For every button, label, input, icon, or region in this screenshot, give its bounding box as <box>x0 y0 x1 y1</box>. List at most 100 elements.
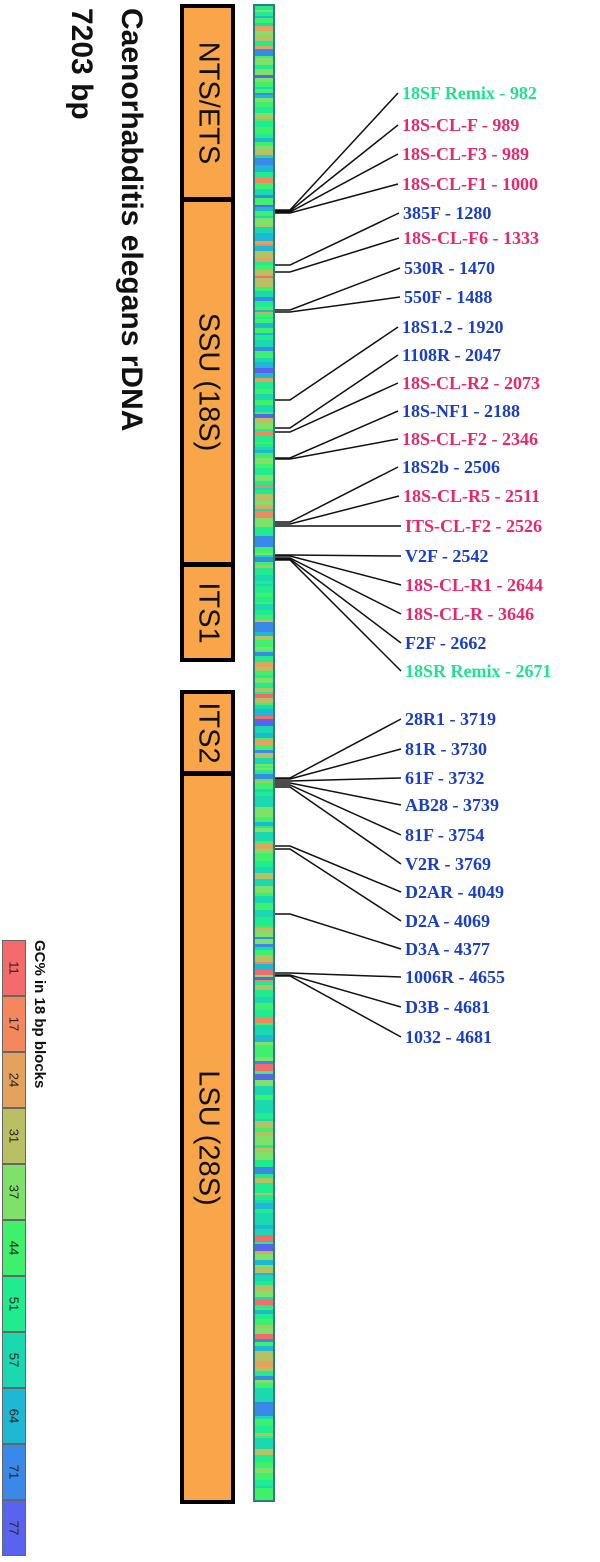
gc-stripe <box>255 615 273 620</box>
gc-stripe <box>255 774 273 779</box>
gc-stripe <box>255 442 273 444</box>
gc-stripe <box>255 134 273 138</box>
gc-stripe <box>255 333 273 335</box>
gc-stripe <box>255 1095 273 1100</box>
gc-stripe <box>255 1346 273 1351</box>
region-ssu-18s: SSU (18S) <box>180 198 235 566</box>
gc-stripe <box>255 317 273 319</box>
gc-stripe <box>255 1455 273 1462</box>
gc-stripe <box>255 1061 273 1064</box>
leader-line <box>275 237 400 273</box>
gc-stripe <box>255 826 273 828</box>
gc-stripe <box>255 12 273 16</box>
gc-stripe <box>255 1042 273 1045</box>
gc-stripe <box>255 115 273 119</box>
primer-label: 18S-CL-F3 - 989 <box>402 144 529 164</box>
gc-stripe <box>255 817 273 822</box>
gc-stripe <box>255 509 273 511</box>
gc-stripe <box>255 225 273 227</box>
gc-stripe <box>255 694 273 698</box>
gc-stripe <box>255 1090 273 1095</box>
gc-stripe <box>255 867 273 869</box>
gc-stripe <box>255 855 273 861</box>
gc-stripe <box>255 1100 273 1106</box>
gc-stripe <box>255 1405 273 1410</box>
leader-line <box>275 975 402 1038</box>
gc-stripe <box>255 505 273 509</box>
legend-swatch: 31 <box>2 1108 26 1164</box>
gc-stripe <box>255 518 273 523</box>
gc-stripe <box>255 1113 273 1119</box>
gc-stripe <box>255 1145 273 1148</box>
leader-line <box>275 972 402 978</box>
gc-stripe <box>255 733 273 738</box>
primer-label: 28R1 - 3719 <box>405 709 496 729</box>
gc-stripe <box>255 1367 273 1371</box>
gc-stripe <box>255 586 273 593</box>
gc-stripe <box>255 423 273 429</box>
gc-stripe <box>255 692 273 694</box>
gc-stripe <box>255 450 273 453</box>
gc-stripe <box>255 828 273 832</box>
gc-stripe <box>255 838 273 841</box>
gc-stripe <box>255 405 273 412</box>
gc-stripe <box>255 328 273 333</box>
gc-stripe <box>255 41 273 46</box>
primer-label: 530R - 1470 <box>404 258 495 278</box>
gc-stripe <box>255 1260 273 1265</box>
gc-stripe <box>255 477 273 481</box>
gc-content-bar <box>253 4 275 1502</box>
primer-label: 18S-CL-R - 3646 <box>405 604 534 624</box>
leader-line <box>275 92 399 211</box>
gc-stripe <box>255 319 273 323</box>
gc-stripe <box>255 1254 273 1260</box>
gc-stripe <box>255 970 273 975</box>
gc-stripe <box>255 750 273 753</box>
leader-line <box>275 558 402 644</box>
gc-stripe <box>255 982 273 985</box>
gc-stripe <box>255 1371 273 1376</box>
gc-stripe <box>255 1380 273 1383</box>
gc-stripe <box>255 822 273 826</box>
gc-stripe <box>255 432 273 435</box>
gc-stripe <box>255 1128 273 1132</box>
gc-stripe <box>255 35 273 41</box>
gc-stripe <box>255 1351 273 1354</box>
gc-stripe <box>255 494 273 501</box>
gc-stripe <box>255 1030 273 1035</box>
gc-stripe <box>255 879 273 886</box>
legend-swatch: 44 <box>2 1220 26 1276</box>
region-its2: ITS2 <box>180 690 235 775</box>
gc-stripe <box>255 547 273 553</box>
legend-swatch: 17 <box>2 996 26 1052</box>
gc-stripe <box>255 995 273 997</box>
gc-stripe <box>255 709 273 716</box>
gc-stripe <box>255 726 273 733</box>
legend-swatch: 37 <box>2 1164 26 1220</box>
gc-stripe <box>255 1488 273 1495</box>
gc-stripe <box>255 1200 273 1203</box>
gc-stripe <box>255 31 273 35</box>
gc-stripe <box>255 1285 273 1291</box>
gc-stripe <box>255 98 273 102</box>
legend-value: 77 <box>6 1520 22 1536</box>
gc-stripe <box>255 87 273 89</box>
gc-stripe <box>255 910 273 914</box>
primer-label: 18S1.2 - 1920 <box>402 317 504 337</box>
legend-swatch: 51 <box>2 1276 26 1332</box>
leader-line <box>275 784 402 836</box>
gc-stripe <box>255 947 273 950</box>
gc-stripe <box>255 93 273 95</box>
gc-stripe <box>255 1275 273 1281</box>
gc-stripe <box>255 56 273 58</box>
gc-stripe <box>255 211 273 216</box>
gc-stripe <box>255 46 273 49</box>
gc-stripe <box>255 758 273 764</box>
gc-stripe <box>255 127 273 134</box>
gc-stripe <box>255 536 273 543</box>
gc-stripe <box>255 698 273 703</box>
gc-stripe <box>255 368 273 373</box>
leader-line <box>275 382 399 433</box>
gc-stripe <box>255 917 273 922</box>
